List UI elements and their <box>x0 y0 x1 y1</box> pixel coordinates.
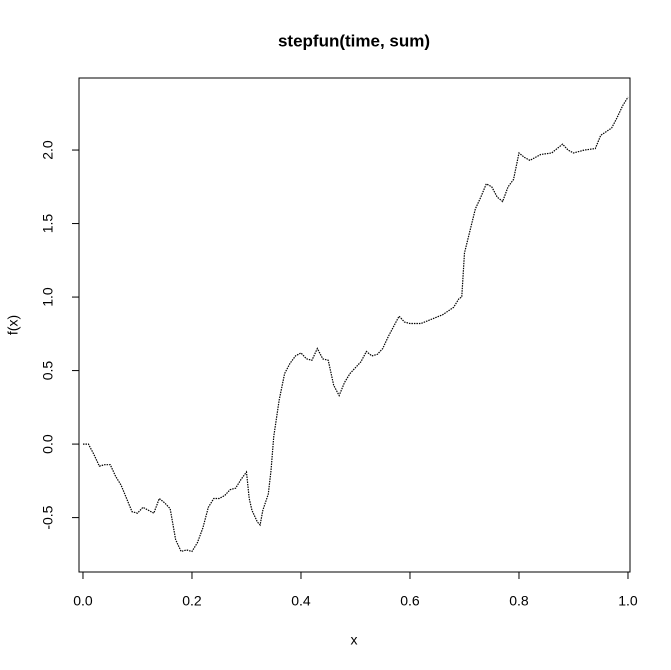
data-line <box>82 96 629 553</box>
y-tick-label: 1.0 <box>40 287 56 307</box>
y-tick-label: 0.5 <box>40 361 56 381</box>
x-tick-label: 0.0 <box>73 593 93 609</box>
y-tick-label: 2.0 <box>40 140 56 160</box>
x-tick-label: 0.2 <box>182 593 202 609</box>
y-tick-label: 0.0 <box>40 434 56 454</box>
x-tick-label: 0.6 <box>400 593 420 609</box>
y-axis-label: f(x) <box>5 315 21 335</box>
x-tick-label: 0.8 <box>509 593 529 609</box>
plot-frame <box>78 77 631 573</box>
x-tick-label: 1.0 <box>618 593 638 609</box>
chart-title: stepfun(time, sum) <box>278 31 430 50</box>
y-tick-label: -0.5 <box>40 505 56 529</box>
x-axis-label: x <box>351 632 358 648</box>
y-tick-label: 1.5 <box>40 214 56 234</box>
x-tick-label: 0.4 <box>291 593 311 609</box>
